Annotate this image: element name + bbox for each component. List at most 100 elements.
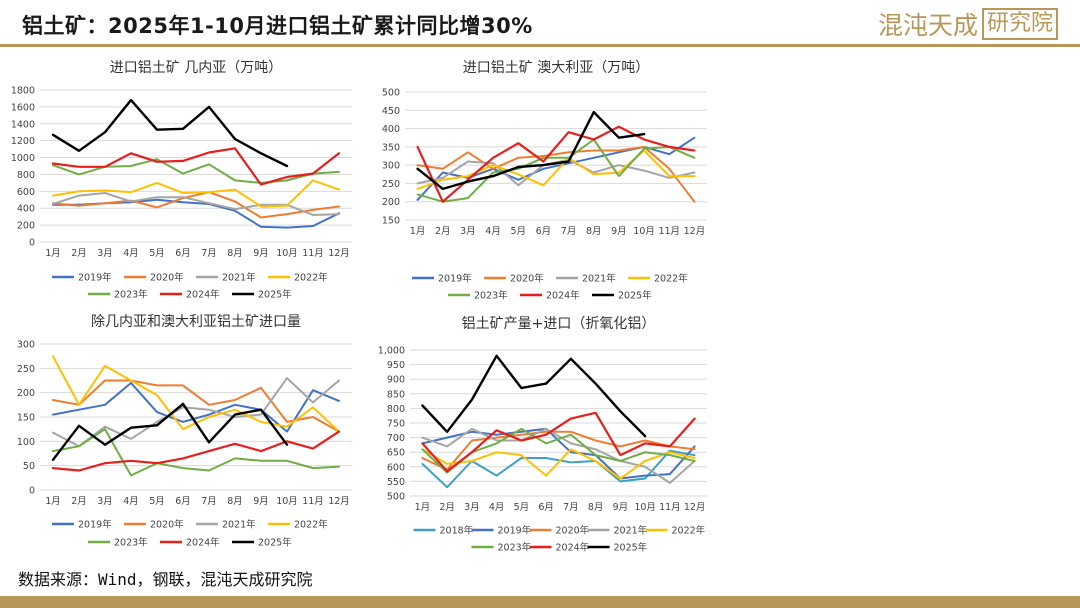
y-tick-label: 50 (23, 461, 35, 472)
x-tick-label: 7月 (201, 496, 217, 507)
y-tick-label: 1800 (11, 86, 35, 97)
y-tick-label: 200 (382, 197, 400, 208)
y-tick-label: 0 (29, 486, 35, 497)
series-line-2020 (416, 145, 696, 203)
legend-label: 2024年 (556, 542, 590, 554)
x-tick-label: 9月 (613, 502, 629, 513)
x-tick-label: 2月 (71, 248, 87, 259)
x-tick-label: 4月 (485, 226, 501, 237)
y-tick-label: 900 (387, 375, 405, 386)
legend-label: 2022年 (294, 272, 328, 284)
chart-title: 进口铝土矿 几内亚（万吨） (110, 60, 282, 76)
legend-label: 2020年 (150, 272, 184, 284)
page-title: 铝土矿：2025年1-10月进口铝土矿累计同比增30% (22, 14, 533, 38)
series-line-2025 (51, 98, 289, 168)
logo-text: 混沌天成 (877, 11, 978, 40)
chart-title: 铝土矿产量+进口（折氧化铝） (462, 316, 656, 332)
y-tick-label: 400 (17, 204, 35, 215)
x-tick-label: 10月 (634, 502, 656, 513)
x-tick-label: 3月 (464, 502, 480, 513)
y-tick-label: 800 (17, 170, 35, 181)
x-tick-label: 8月 (227, 496, 243, 507)
x-tick-label: 7月 (563, 502, 579, 513)
x-tick-label: 12月 (684, 226, 706, 237)
y-tick-label: 600 (387, 462, 405, 473)
legend-label: 2023年 (114, 537, 148, 549)
x-tick-label: 3月 (460, 226, 476, 237)
x-tick-label: 11月 (659, 502, 681, 513)
y-tick-label: 1,000 (378, 346, 405, 357)
series-line-2024 (51, 147, 341, 186)
series-line-2025 (416, 110, 646, 191)
series-line-2022 (52, 179, 340, 208)
chart-other-imports: 除几内亚和澳大利亚铝土矿进口量 0 50 100 150 200 250 300 1月 2月 3月 4… (17, 314, 352, 549)
x-tick-label: 5月 (149, 248, 165, 259)
y-tick-label: 500 (387, 492, 405, 503)
x-tick-label: 2月 (439, 502, 455, 513)
series-line-2021 (421, 427, 696, 484)
y-tick-label: 200 (17, 388, 35, 399)
legend-label: 2021年 (614, 525, 648, 537)
y-tick-label: 250 (382, 179, 400, 190)
series-line-2025 (421, 354, 647, 438)
x-tick-label: 5月 (514, 502, 530, 513)
y-tick-label: 350 (382, 142, 400, 153)
x-tick-label: 1月 (410, 226, 426, 237)
x-tick-label: 1月 (45, 496, 61, 507)
x-tick-label: 9月 (611, 226, 627, 237)
y-tick-label: 300 (382, 161, 400, 172)
x-tick-label: 6月 (175, 248, 191, 259)
x-tick-label: 12月 (328, 496, 350, 507)
series-line-2020 (52, 191, 340, 219)
x-tick-label: 8月 (227, 248, 243, 259)
y-tick-label: 750 (387, 419, 405, 430)
series-line-2022 (416, 149, 696, 190)
x-tick-label: 2月 (71, 496, 87, 507)
x-tick-label: 9月 (253, 248, 269, 259)
legend-label: 2025年 (258, 537, 292, 549)
y-tick-label: 0 (29, 238, 35, 249)
legend-label: 2024年 (546, 290, 580, 302)
series-line-2024 (51, 430, 341, 472)
x-tick-label: 5月 (149, 496, 165, 507)
series-line-2018 (421, 449, 696, 489)
chart-title: 进口铝土矿 澳大利亚（万吨） (463, 60, 649, 76)
x-tick-label: 3月 (97, 496, 113, 507)
x-tick-label: 12月 (684, 502, 706, 513)
legend-label: 2025年 (614, 542, 648, 554)
legend-label: 2023年 (474, 290, 508, 302)
x-tick-label: 8月 (586, 226, 602, 237)
y-tick-label: 950 (387, 360, 405, 371)
y-tick-label: 200 (17, 221, 35, 232)
series-line-2020 (421, 430, 696, 471)
y-tick-label: 250 (17, 364, 35, 375)
legend-label: 2020年 (150, 519, 184, 531)
y-tick-label: 150 (17, 413, 35, 424)
x-tick-label: 3月 (97, 248, 113, 259)
y-tick-label: 100 (17, 437, 35, 448)
legend-label: 2024年 (186, 289, 220, 301)
y-tick-label: 1000 (11, 153, 35, 164)
y-tick-label: 700 (387, 433, 405, 444)
legend-label: 2021年 (222, 519, 256, 531)
legend-label: 2022年 (672, 525, 706, 537)
x-tick-label: 4月 (489, 502, 505, 513)
series-line-2025 (51, 402, 289, 462)
series-line-2023 (52, 428, 340, 477)
y-tick-label: 850 (387, 389, 405, 400)
y-tick-label: 1400 (11, 119, 35, 130)
y-tick-label: 450 (382, 106, 400, 117)
chart-guinea-imports: 进口铝土矿 几内亚（万吨） 0 200 400 600 800 1000 1200 1400 16… (11, 60, 352, 301)
y-tick-label: 600 (17, 187, 35, 198)
x-tick-label: 1月 (45, 248, 61, 259)
y-tick-label: 1200 (11, 136, 35, 147)
legend-label: 2020年 (510, 273, 544, 285)
x-tick-label: 4月 (123, 496, 139, 507)
series-line-2023 (416, 138, 696, 203)
x-tick-label: 11月 (658, 226, 680, 237)
legend-label: 2021年 (222, 272, 256, 284)
header-divider (0, 44, 1080, 47)
legend-label: 2022年 (654, 273, 688, 285)
x-tick-label: 8月 (588, 502, 604, 513)
legend-label: 2021年 (582, 273, 616, 285)
